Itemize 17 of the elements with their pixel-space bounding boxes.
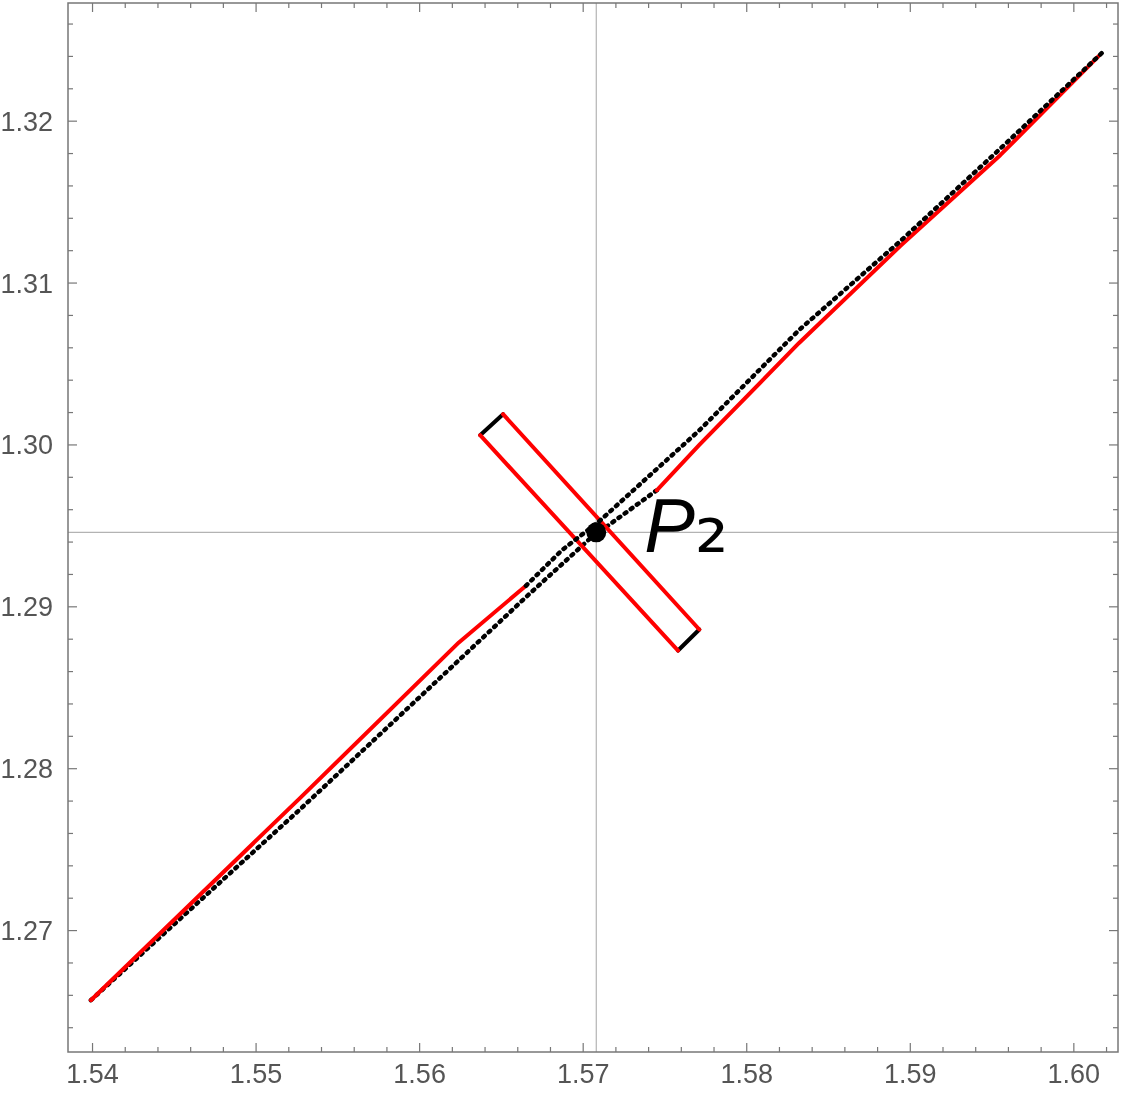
x-tick-label: 1.58 — [720, 1059, 774, 1089]
x-tick-label: 1.54 — [66, 1059, 119, 1089]
y-tick-label: 1.32 — [0, 106, 53, 137]
x-tick-label: 1.59 — [884, 1059, 937, 1089]
x-tick-label: 1.57 — [556, 1059, 610, 1089]
line-series — [654, 54, 1101, 493]
annotation: P₂ — [644, 474, 729, 573]
x-tick-label: 1.56 — [393, 1059, 446, 1089]
line-series — [88, 583, 528, 1003]
y-tick-label: 1.27 — [0, 916, 53, 947]
x-tick-label: 1.60 — [1047, 1059, 1101, 1089]
y-tick-label: 1.29 — [0, 592, 53, 623]
y-tick-label: 1.28 — [0, 754, 53, 785]
x-tick-label: 1.55 — [229, 1059, 283, 1089]
y-tick-label: 1.30 — [0, 430, 53, 461]
line-series — [523, 50, 1104, 589]
y-tick-label: 1.31 — [0, 268, 53, 299]
